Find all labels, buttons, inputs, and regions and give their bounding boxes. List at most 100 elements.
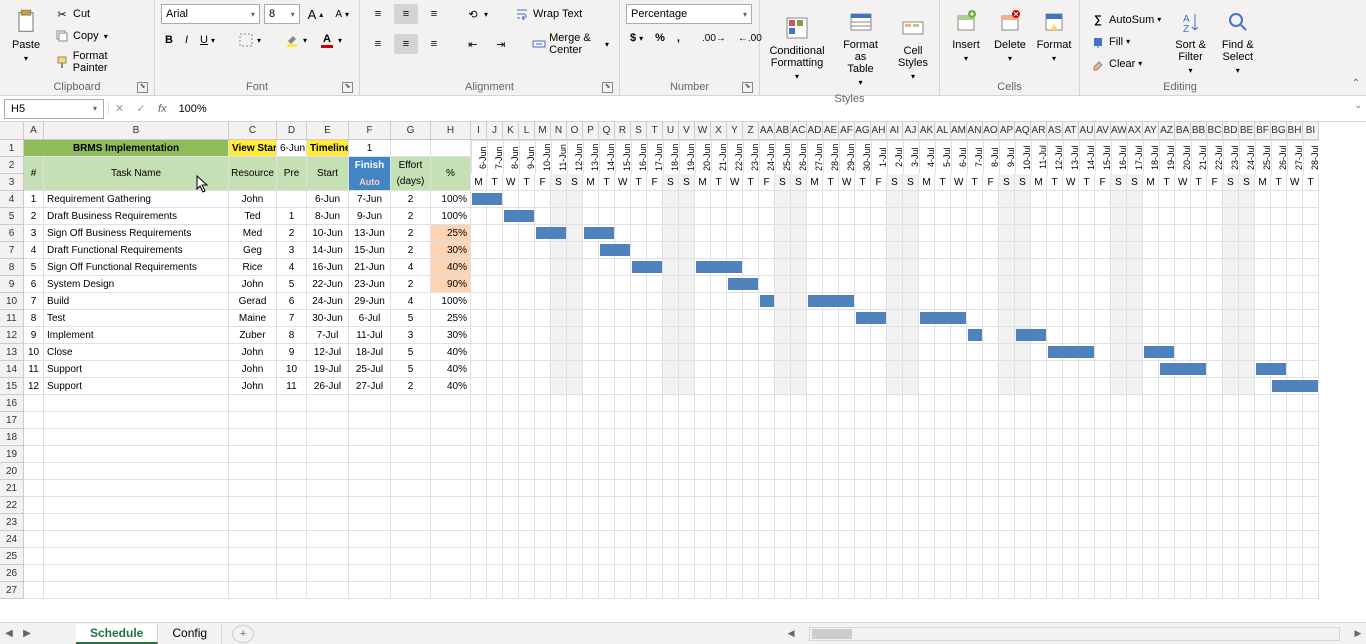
empty-g-23-44[interactable] (1175, 531, 1191, 548)
empty-g-24-46[interactable] (1207, 548, 1223, 565)
empty-g-25-23[interactable] (839, 565, 855, 582)
gantt-cell-1-20[interactable] (791, 191, 807, 208)
gantt-cell-2-17[interactable] (743, 208, 759, 225)
empty-g-22-29[interactable] (935, 514, 951, 531)
task-pct-12[interactable]: 40% (431, 378, 471, 395)
gantt-cell-3-47[interactable] (1223, 225, 1239, 242)
gantt-day-5[interactable]: S (551, 174, 567, 191)
col-header-AV[interactable]: AV (1095, 122, 1111, 140)
gantt-cell-3-22[interactable] (823, 225, 839, 242)
gantt-cell-5-25[interactable] (871, 259, 887, 276)
empty-g-22-0[interactable] (471, 514, 487, 531)
empty-g-15-42[interactable] (1143, 395, 1159, 412)
copy-button[interactable]: Copy▾ (50, 26, 148, 46)
gantt-cell-7-39[interactable] (1095, 293, 1111, 310)
task-start-1[interactable]: 6-Jun (307, 191, 349, 208)
gantt-cell-6-13[interactable] (679, 276, 695, 293)
gantt-day-37[interactable]: W (1063, 174, 1079, 191)
gantt-cell-7-10[interactable] (631, 293, 647, 310)
task-pre-11[interactable]: 10 (277, 361, 307, 378)
gantt-cell-1-28[interactable] (919, 191, 935, 208)
empty-g-18-51[interactable] (1287, 446, 1303, 463)
empty-25-2[interactable] (229, 565, 277, 582)
empty-g-24-52[interactable] (1303, 548, 1319, 565)
empty-g-16-49[interactable] (1255, 412, 1271, 429)
gantt-cell-6-43[interactable] (1159, 276, 1175, 293)
task-pct-8[interactable]: 25% (431, 310, 471, 327)
empty-g-17-26[interactable] (887, 429, 903, 446)
gantt-cell-2-44[interactable] (1175, 208, 1191, 225)
gantt-cell-4-34[interactable] (1015, 242, 1031, 259)
gantt-cell-4-30[interactable] (951, 242, 967, 259)
gantt-cell-8-48[interactable] (1239, 310, 1255, 327)
gantt-cell-6-12[interactable] (663, 276, 679, 293)
gantt-cell-9-17[interactable] (743, 327, 759, 344)
empty-g-20-7[interactable] (583, 480, 599, 497)
empty-g-20-38[interactable] (1079, 480, 1095, 497)
empty-g-18-38[interactable] (1079, 446, 1095, 463)
task-finish-2[interactable]: 9-Jun (349, 208, 391, 225)
gantt-day-24[interactable]: T (855, 174, 871, 191)
gantt-bar-12[interactable] (1272, 380, 1318, 392)
gantt-cell-5-41[interactable] (1127, 259, 1143, 276)
empty-g-16-21[interactable] (807, 412, 823, 429)
empty-g-22-11[interactable] (647, 514, 663, 531)
gantt-cell-1-47[interactable] (1223, 191, 1239, 208)
gantt-cell-5-2[interactable] (503, 259, 519, 276)
gantt-date-2[interactable]: 8-Jun (503, 140, 519, 174)
gantt-cell-5-38[interactable] (1079, 259, 1095, 276)
empty-g-26-15[interactable] (711, 582, 727, 599)
gantt-cell-9-15[interactable] (711, 327, 727, 344)
empty-g-23-30[interactable] (951, 531, 967, 548)
gantt-cell-9-42[interactable] (1143, 327, 1159, 344)
gantt-cell-2-25[interactable] (871, 208, 887, 225)
empty-g-21-41[interactable] (1127, 497, 1143, 514)
percent-button[interactable]: % (651, 30, 669, 46)
empty-22-2[interactable] (229, 514, 277, 531)
empty-g-20-29[interactable] (935, 480, 951, 497)
gantt-cell-6-20[interactable] (791, 276, 807, 293)
task-name-4[interactable]: Draft Functional Requirements (44, 242, 229, 259)
gantt-cell-11-29[interactable] (935, 361, 951, 378)
gantt-cell-4-26[interactable] (887, 242, 903, 259)
gantt-day-17[interactable]: T (743, 174, 759, 191)
row-header-20[interactable]: 20 (0, 463, 24, 480)
task-res-2[interactable]: Ted (229, 208, 277, 225)
empty-g-19-11[interactable] (647, 463, 663, 480)
gantt-cell-1-41[interactable] (1127, 191, 1143, 208)
empty-25-1[interactable] (44, 565, 229, 582)
gantt-cell-5-0[interactable] (471, 259, 487, 276)
col-header-BC[interactable]: BC (1207, 122, 1223, 140)
gantt-cell-2-11[interactable] (647, 208, 663, 225)
col-header-H[interactable]: H (431, 122, 471, 140)
empty-g-15-31[interactable] (967, 395, 983, 412)
empty-g-15-26[interactable] (887, 395, 903, 412)
task-pre-8[interactable]: 7 (277, 310, 307, 327)
gantt-date-36[interactable]: 12-Jul (1047, 140, 1063, 174)
empty-g-21-36[interactable] (1047, 497, 1063, 514)
task-pre-3[interactable]: 2 (277, 225, 307, 242)
gantt-cell-9-51[interactable] (1287, 327, 1303, 344)
gantt-cell-9-24[interactable] (855, 327, 871, 344)
empty-g-17-43[interactable] (1159, 429, 1175, 446)
empty-24-5[interactable] (349, 548, 391, 565)
gantt-date-18[interactable]: 24-Jun (759, 140, 775, 174)
find-select-button[interactable]: Find & Select▾ (1216, 4, 1260, 79)
empty-g-17-35[interactable] (1031, 429, 1047, 446)
gantt-cell-8-42[interactable] (1143, 310, 1159, 327)
gantt-cell-8-34[interactable] (1015, 310, 1031, 327)
col-header-A[interactable]: A (24, 122, 44, 140)
empty-g-22-37[interactable] (1063, 514, 1079, 531)
empty-g-17-8[interactable] (599, 429, 615, 446)
empty-g-16-27[interactable] (903, 412, 919, 429)
horizontal-scrollbar[interactable] (809, 627, 1340, 641)
gantt-cell-3-10[interactable] (631, 225, 647, 242)
empty-g-20-2[interactable] (503, 480, 519, 497)
gantt-cell-7-41[interactable] (1127, 293, 1143, 310)
task-num-10[interactable]: 10 (24, 344, 44, 361)
col-header-AD[interactable]: AD (807, 122, 823, 140)
gantt-cell-4-1[interactable] (487, 242, 503, 259)
gantt-cell-7-37[interactable] (1063, 293, 1079, 310)
gantt-cell-6-47[interactable] (1223, 276, 1239, 293)
gantt-day-51[interactable]: W (1287, 174, 1303, 191)
